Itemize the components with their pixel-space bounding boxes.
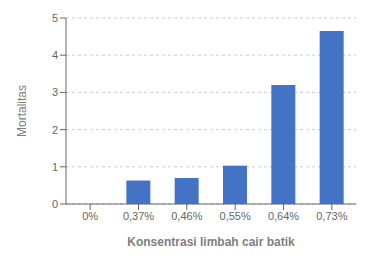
svg-text:4: 4 [52, 49, 58, 61]
svg-text:0,73%: 0,73% [316, 210, 347, 222]
svg-text:Mortalitas: Mortalitas [15, 85, 29, 137]
svg-text:0,46%: 0,46% [171, 210, 202, 222]
svg-text:0,55%: 0,55% [220, 210, 251, 222]
svg-text:0,37%: 0,37% [123, 210, 154, 222]
svg-text:1: 1 [52, 161, 58, 173]
svg-text:0,64%: 0,64% [268, 210, 299, 222]
svg-text:Konsentrasi limbah cair batik: Konsentrasi limbah cair batik [127, 235, 295, 249]
svg-text:0%: 0% [82, 210, 98, 222]
svg-text:3: 3 [52, 86, 58, 98]
svg-text:0: 0 [52, 198, 58, 210]
svg-text:5: 5 [52, 12, 58, 24]
svg-text:2: 2 [52, 124, 58, 136]
